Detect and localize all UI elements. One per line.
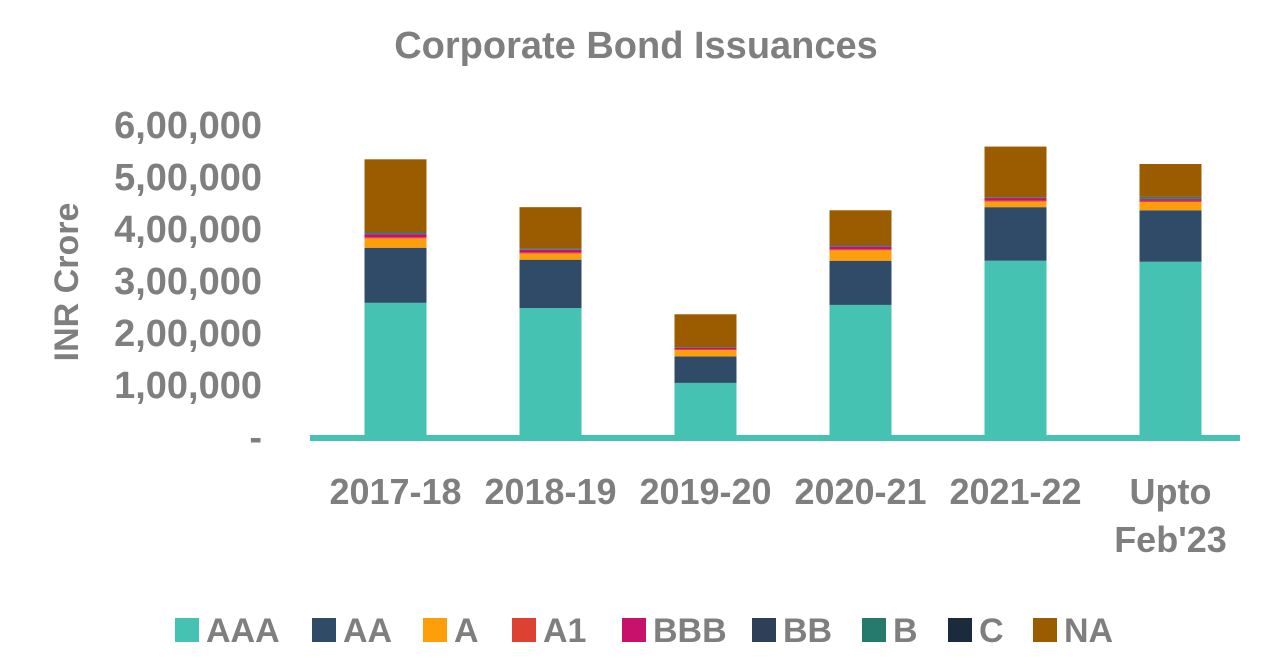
bar-segment-aaa — [519, 308, 582, 437]
bar-segment-b — [519, 248, 582, 250]
bar-segment-bbb — [984, 198, 1047, 201]
bar-segment-c — [519, 248, 582, 249]
legend-label: B — [893, 612, 918, 650]
bar-segment-na — [364, 159, 427, 233]
legend-item-c: C — [948, 612, 1004, 650]
bar-segment-aa — [674, 356, 737, 383]
legend-label: C — [979, 612, 1004, 650]
bar-segment-b — [829, 245, 892, 247]
bar-segment-c — [829, 245, 892, 246]
legend-label: A — [454, 612, 479, 650]
bar-segment-aa — [984, 207, 1047, 261]
bar-segment-bb — [364, 233, 427, 235]
legend-item-a1: A1 — [512, 612, 586, 650]
bar-segment-bbb — [829, 246, 892, 250]
bar-segment-na — [1139, 164, 1202, 197]
bar-segment-a — [829, 250, 892, 261]
bar-segment-a1 — [984, 200, 1047, 202]
bar-segment-a1 — [519, 252, 582, 254]
y-tick-label: - — [249, 417, 262, 459]
y-tick-label: 6,00,000 — [114, 105, 262, 147]
bar-segment-bbb — [674, 347, 737, 350]
bar-segment-na — [984, 146, 1047, 198]
bar-segment-b — [364, 232, 427, 234]
bar-segment-b — [1139, 197, 1202, 199]
legend-label: BBB — [653, 612, 727, 650]
legend-swatch — [423, 618, 447, 642]
y-tick-label: 3,00,000 — [114, 261, 262, 303]
x-tick-label: 2020-21 — [794, 471, 926, 512]
bar-segment-na — [829, 210, 892, 246]
bar-segment-bbb — [1139, 199, 1202, 201]
bar-segment-aaa — [984, 260, 1047, 437]
legend-label: NA — [1064, 612, 1113, 650]
legend-label: BB — [783, 612, 832, 650]
legend-swatch — [622, 618, 646, 642]
bar-segment-a1 — [674, 349, 737, 351]
y-axis-label: INR Crore — [48, 203, 86, 362]
x-tick-label: 2019-20 — [639, 471, 771, 512]
y-tick-label: 2,00,000 — [114, 313, 262, 355]
bar-segment-a1 — [1139, 200, 1202, 202]
bar-segment-aaa — [829, 304, 892, 437]
legend-item-b: B — [862, 612, 918, 650]
bar-segment-a — [984, 201, 1047, 208]
bar-segment-aa — [364, 247, 427, 303]
x-axis-ticks: 2017-18 2018-19 2019-20 2020-21 2021-22 Upto F… — [329, 471, 1226, 560]
legend-swatch — [1033, 618, 1057, 642]
legend-swatch — [752, 618, 776, 642]
legend-label: A1 — [543, 612, 586, 650]
legend: AAA AA A A1 BBB BB B C NA — [175, 612, 1113, 650]
bar-segment-aaa — [1139, 261, 1202, 437]
bar-segment-bbb — [519, 249, 582, 253]
x-tick-label: 2018-19 — [484, 471, 616, 512]
bar-segment-c — [364, 232, 427, 233]
chart-title: Corporate Bond Issuances — [394, 25, 878, 67]
bar-segment-a — [674, 350, 737, 357]
legend-item-na: NA — [1033, 612, 1113, 650]
y-tick-label: 4,00,000 — [114, 209, 262, 251]
y-axis-ticks: - 1,00,000 2,00,000 3,00,000 4,00,000 5,00,00… — [114, 105, 262, 459]
bar-segment-aaa — [364, 302, 427, 437]
bar-segment-na — [674, 314, 737, 348]
bar-segment-aa — [1139, 210, 1202, 262]
legend-swatch — [312, 618, 336, 642]
bar-segment-bbb — [364, 234, 427, 238]
x-tick-label: 2021-22 — [949, 471, 1081, 512]
bar-segment-a1 — [829, 249, 892, 251]
bar-segment-b — [984, 197, 1047, 198]
legend-label: AA — [343, 612, 392, 650]
legend-swatch — [862, 618, 886, 642]
y-tick-label: 5,00,000 — [114, 157, 262, 199]
bar-segment-bb — [519, 249, 582, 250]
legend-swatch — [948, 618, 972, 642]
legend-item-bb: BB — [752, 612, 832, 650]
legend-item-a: A — [423, 612, 479, 650]
bar-segment-a1 — [364, 237, 427, 239]
bar-segment-aaa — [674, 382, 737, 437]
bar-segment-a — [364, 238, 427, 248]
x-tick-label: 2017-18 — [329, 471, 461, 512]
bar-segment-aa — [519, 259, 582, 309]
x-tick-label: Upto Feb'23 — [1114, 471, 1227, 560]
legend-swatch — [175, 618, 199, 642]
bar-segment-c — [1139, 196, 1202, 198]
bar-segment-bb — [829, 246, 892, 247]
legend-label: AAA — [206, 612, 280, 650]
bar-segment-a — [1139, 201, 1202, 211]
legend-item-aaa: AAA — [175, 612, 280, 650]
legend-item-bbb: BBB — [622, 612, 727, 650]
y-tick-label: 1,00,000 — [114, 365, 262, 407]
bars — [364, 146, 1202, 437]
bar-segment-a — [519, 253, 582, 260]
bar-segment-na — [519, 207, 582, 249]
legend-item-aa: AA — [312, 612, 392, 650]
bar-segment-aa — [829, 260, 892, 305]
bar-segment-bb — [1139, 198, 1202, 200]
legend-swatch — [512, 618, 536, 642]
